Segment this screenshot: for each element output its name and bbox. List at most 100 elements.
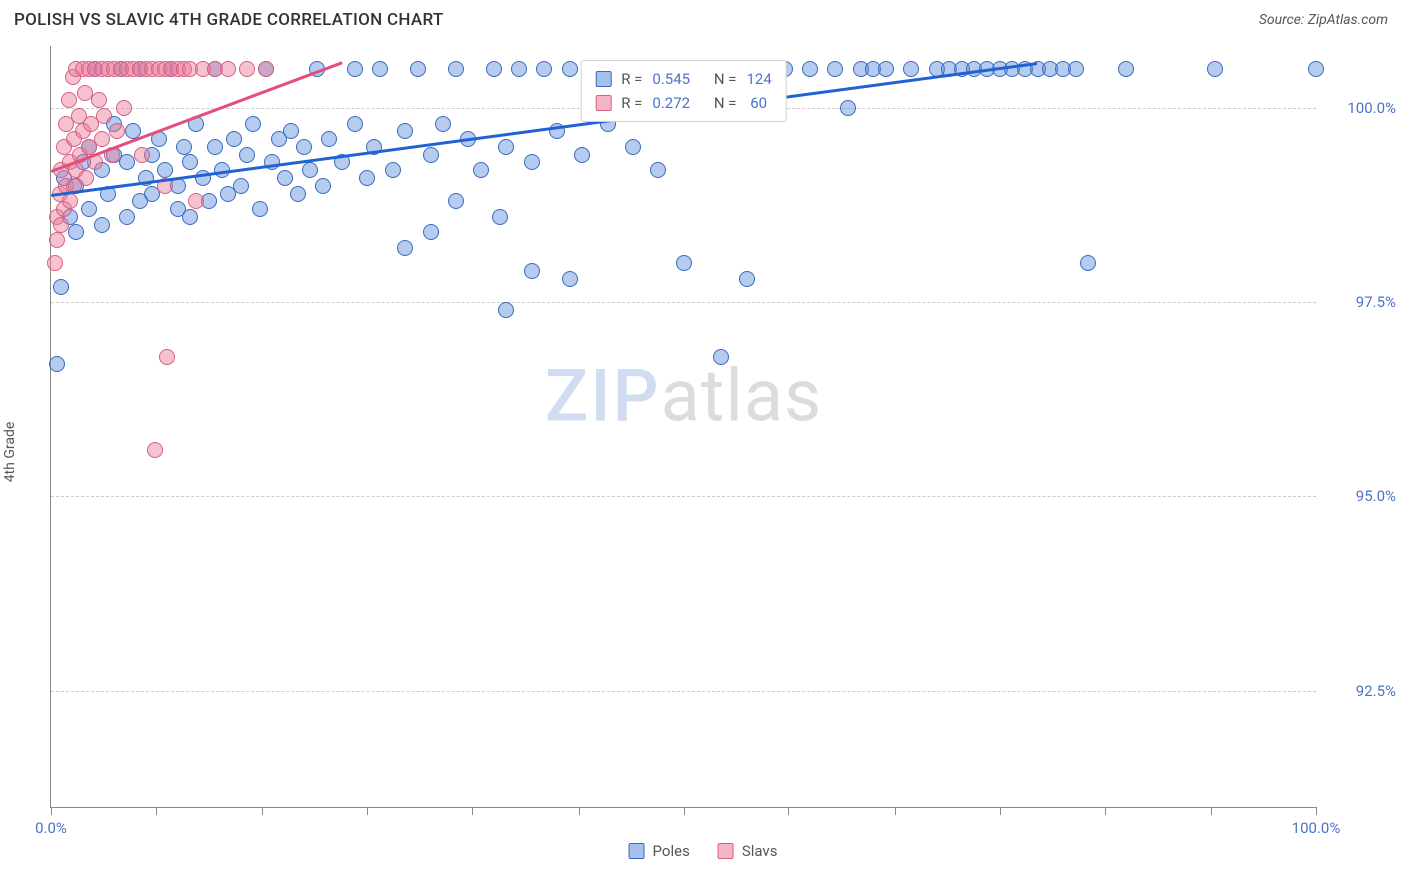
data-point[interactable] — [347, 116, 363, 132]
gridline — [51, 302, 1316, 303]
data-point[interactable] — [511, 61, 527, 77]
data-point[interactable] — [385, 162, 401, 178]
data-point[interactable] — [878, 61, 894, 77]
y-tick-label: 100.0% — [1326, 99, 1396, 117]
data-point[interactable] — [650, 162, 666, 178]
data-point[interactable] — [524, 154, 540, 170]
data-point[interactable] — [188, 193, 204, 209]
data-point[interactable] — [182, 209, 198, 225]
data-point[interactable] — [290, 186, 306, 202]
data-point[interactable] — [182, 154, 198, 170]
data-point[interactable] — [134, 147, 150, 163]
data-point[interactable] — [277, 170, 293, 186]
data-point[interactable] — [119, 154, 135, 170]
data-point[interactable] — [562, 61, 578, 77]
stat-r-poles: 0.545 — [652, 67, 690, 91]
data-point[interactable] — [903, 61, 919, 77]
data-point[interactable] — [498, 302, 514, 318]
data-point[interactable] — [827, 61, 843, 77]
x-tick — [156, 807, 157, 815]
data-point[interactable] — [157, 162, 173, 178]
data-point[interactable] — [233, 178, 249, 194]
data-point[interactable] — [498, 139, 514, 155]
gridline — [51, 691, 1316, 692]
data-point[interactable] — [62, 193, 78, 209]
data-point[interactable] — [109, 123, 125, 139]
data-point[interactable] — [486, 61, 502, 77]
data-point[interactable] — [94, 131, 110, 147]
data-point[interactable] — [473, 162, 489, 178]
data-point[interactable] — [397, 240, 413, 256]
data-point[interactable] — [397, 123, 413, 139]
data-point[interactable] — [53, 217, 69, 233]
data-point[interactable] — [739, 271, 755, 287]
stat-r-label: R = — [621, 67, 642, 91]
data-point[interactable] — [676, 255, 692, 271]
data-point[interactable] — [802, 61, 818, 77]
data-point[interactable] — [302, 162, 318, 178]
data-point[interactable] — [220, 61, 236, 77]
data-point[interactable] — [91, 92, 107, 108]
data-point[interactable] — [492, 209, 508, 225]
swatch-slavs-icon — [718, 843, 734, 859]
legend-item-poles[interactable]: Poles — [629, 842, 690, 860]
data-point[interactable] — [258, 61, 274, 77]
source-attribution: Source: ZipAtlas.com — [1259, 12, 1388, 28]
data-point[interactable] — [435, 116, 451, 132]
data-point[interactable] — [283, 123, 299, 139]
data-point[interactable] — [713, 349, 729, 365]
data-point[interactable] — [574, 147, 590, 163]
data-point[interactable] — [116, 100, 132, 116]
data-point[interactable] — [536, 61, 552, 77]
data-point[interactable] — [562, 271, 578, 287]
stats-row-slavs: R = 0.272 N = 60 — [595, 91, 772, 115]
data-point[interactable] — [1080, 255, 1096, 271]
stat-n-label: N = — [714, 91, 737, 115]
x-tick — [262, 807, 263, 815]
data-point[interactable] — [296, 139, 312, 155]
data-point[interactable] — [94, 217, 110, 233]
data-point[interactable] — [68, 224, 84, 240]
legend-item-slavs[interactable]: Slavs — [718, 842, 778, 860]
data-point[interactable] — [159, 349, 175, 365]
data-point[interactable] — [78, 170, 94, 186]
data-point[interactable] — [47, 255, 63, 271]
data-point[interactable] — [49, 232, 65, 248]
data-point[interactable] — [96, 108, 112, 124]
data-point[interactable] — [239, 147, 255, 163]
data-point[interactable] — [448, 61, 464, 77]
swatch-slavs — [595, 95, 611, 111]
data-point[interactable] — [423, 224, 439, 240]
x-tick — [788, 807, 789, 815]
data-point[interactable] — [49, 356, 65, 372]
data-point[interactable] — [410, 61, 426, 77]
data-point[interactable] — [840, 100, 856, 116]
data-point[interactable] — [524, 263, 540, 279]
data-point[interactable] — [1308, 61, 1324, 77]
data-point[interactable] — [423, 147, 439, 163]
data-point[interactable] — [359, 170, 375, 186]
data-point[interactable] — [119, 209, 135, 225]
data-point[interactable] — [226, 131, 242, 147]
data-point[interactable] — [252, 201, 268, 217]
data-point[interactable] — [61, 92, 77, 108]
data-point[interactable] — [239, 61, 255, 77]
data-point[interactable] — [372, 61, 388, 77]
data-point[interactable] — [1118, 61, 1134, 77]
data-point[interactable] — [347, 61, 363, 77]
y-tick-label: 92.5% — [1326, 682, 1396, 700]
data-point[interactable] — [245, 116, 261, 132]
data-point[interactable] — [147, 442, 163, 458]
data-point[interactable] — [321, 131, 337, 147]
data-point[interactable] — [1207, 61, 1223, 77]
data-point[interactable] — [207, 139, 223, 155]
data-point[interactable] — [625, 139, 641, 155]
data-point[interactable] — [315, 178, 331, 194]
data-point[interactable] — [1068, 61, 1084, 77]
data-point[interactable] — [81, 201, 97, 217]
data-point[interactable] — [53, 279, 69, 295]
data-point[interactable] — [448, 193, 464, 209]
stat-r-label: R = — [621, 91, 642, 115]
data-point[interactable] — [176, 139, 192, 155]
legend: Poles Slavs — [629, 842, 778, 860]
